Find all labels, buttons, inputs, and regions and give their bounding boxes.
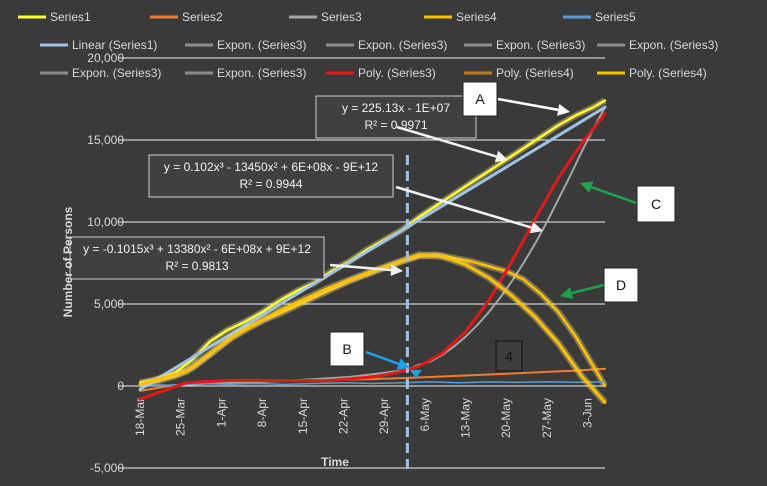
x-axis-ticks: 18-Mar 25-Mar 1-Apr 8-Apr 15-Apr 22-Apr 29-Apr… [133, 398, 595, 438]
callout-label: D [616, 277, 626, 293]
equation-text: y = 225.13x - 1E+07 [342, 101, 450, 115]
arrow-head [580, 181, 594, 193]
legend-label: Expon. (Series3) [358, 38, 447, 52]
arrow-shaft [590, 185, 637, 205]
arrow-shaft [396, 125, 497, 158]
x-tick-label: 18-Mar [133, 398, 147, 436]
callout-label: 4 [505, 348, 513, 364]
arrow-head [529, 221, 543, 234]
y-tick-label: 0 [117, 379, 124, 393]
x-tick-label: 3-Jun [581, 398, 595, 428]
legend-label: Poly. (Series4) [629, 66, 707, 80]
x-tick-label: 6-May [418, 398, 432, 431]
arrow-head [560, 287, 574, 299]
y-tick-label: 10,000 [87, 215, 124, 229]
x-tick-label: 15-Apr [296, 398, 310, 434]
callout-box [462, 81, 498, 117]
arrow-head [390, 264, 403, 276]
legend-label: Series4 [456, 10, 497, 24]
arrow-shaft [497, 97, 559, 112]
series-lines [138, 97, 608, 405]
x-tick-label: 8-Apr [255, 398, 269, 427]
series-line [139, 367, 606, 392]
gridlines [118, 57, 605, 469]
y-axis-ticks: -5,000 0 5,000 10,000 15,000 20,000 [87, 51, 124, 475]
arrow-head [494, 150, 508, 163]
x-tick-label: 1-Apr [214, 398, 228, 427]
legend-label: Series1 [50, 10, 91, 24]
legend-label: Expon. (Series3) [629, 38, 718, 52]
series-line [138, 253, 607, 404]
legend-label: Expon. (Series3) [72, 66, 161, 80]
callout-box [329, 331, 365, 367]
callout-label: A [475, 91, 485, 107]
x-tick-label: 13-May [459, 398, 473, 438]
legend-label: Poly. (Series4) [496, 66, 574, 80]
legend-label: Series3 [321, 10, 362, 24]
legend-label: Expon. (Series3) [496, 38, 585, 52]
arrow-shaft [571, 283, 605, 295]
series-line [139, 380, 606, 386]
legend-label: Expon. (Series3) [217, 38, 306, 52]
y-tick-label: 15,000 [87, 133, 124, 147]
equation-box [315, 95, 477, 139]
legend-label: Series2 [182, 10, 223, 24]
arrow-shaft [329, 263, 392, 272]
r-squared-text: R² = 0.9813 [165, 259, 228, 273]
series-line [138, 105, 607, 391]
y-axis-title: Number of Persons [61, 206, 75, 317]
arrow-shaft [395, 185, 532, 229]
y-tick-label: 5,000 [94, 297, 124, 311]
callout-box [603, 267, 639, 303]
x-tick-label: 27-May [540, 398, 554, 438]
x-tick-label: 29-Apr [377, 398, 391, 434]
annotations: y = 225.13x - 1E+07 R² = 0.9971 y = 0.102x… [69, 95, 637, 378]
x-tick-label: 20-May [499, 398, 513, 438]
legend-label: Series5 [595, 10, 636, 24]
callout-box [495, 340, 523, 372]
arrow-shaft [365, 350, 400, 366]
legend: Series1 Series2 Series3 Series4 Series5 Linea… [18, 10, 718, 80]
x-tick-label: 22-Apr [336, 398, 350, 434]
series-line [138, 112, 607, 401]
y-tick-label: 20,000 [87, 51, 124, 65]
legend-label: Poly. (Series3) [358, 66, 436, 80]
legend-label: Expon. (Series3) [217, 66, 306, 80]
equation-box [69, 236, 325, 280]
legend-label: Linear (Series1) [72, 38, 157, 52]
arrow-head [396, 358, 410, 370]
arrow-head [557, 104, 570, 116]
x-axis-title: Time [321, 455, 349, 469]
r-squared-text: R² = 0.9944 [239, 177, 302, 191]
equation-text: y = 0.102x³ - 13450x² + 6E+08x - 9E+12 [164, 160, 378, 174]
x-tick-label: 25-Mar [174, 398, 188, 436]
callout-label: C [651, 196, 661, 212]
callouts: A B C D 4 [329, 81, 676, 372]
point-marker [410, 370, 422, 378]
r-squared-text: R² = 0.9971 [364, 118, 427, 132]
equation-text: y = -0.1015x³ + 13380x² - 6E+08x + 9E+12 [83, 242, 311, 256]
callout-box [636, 185, 676, 223]
equation-box [148, 154, 394, 198]
callout-label: B [342, 341, 351, 357]
y-tick-label: -5,000 [90, 461, 124, 475]
